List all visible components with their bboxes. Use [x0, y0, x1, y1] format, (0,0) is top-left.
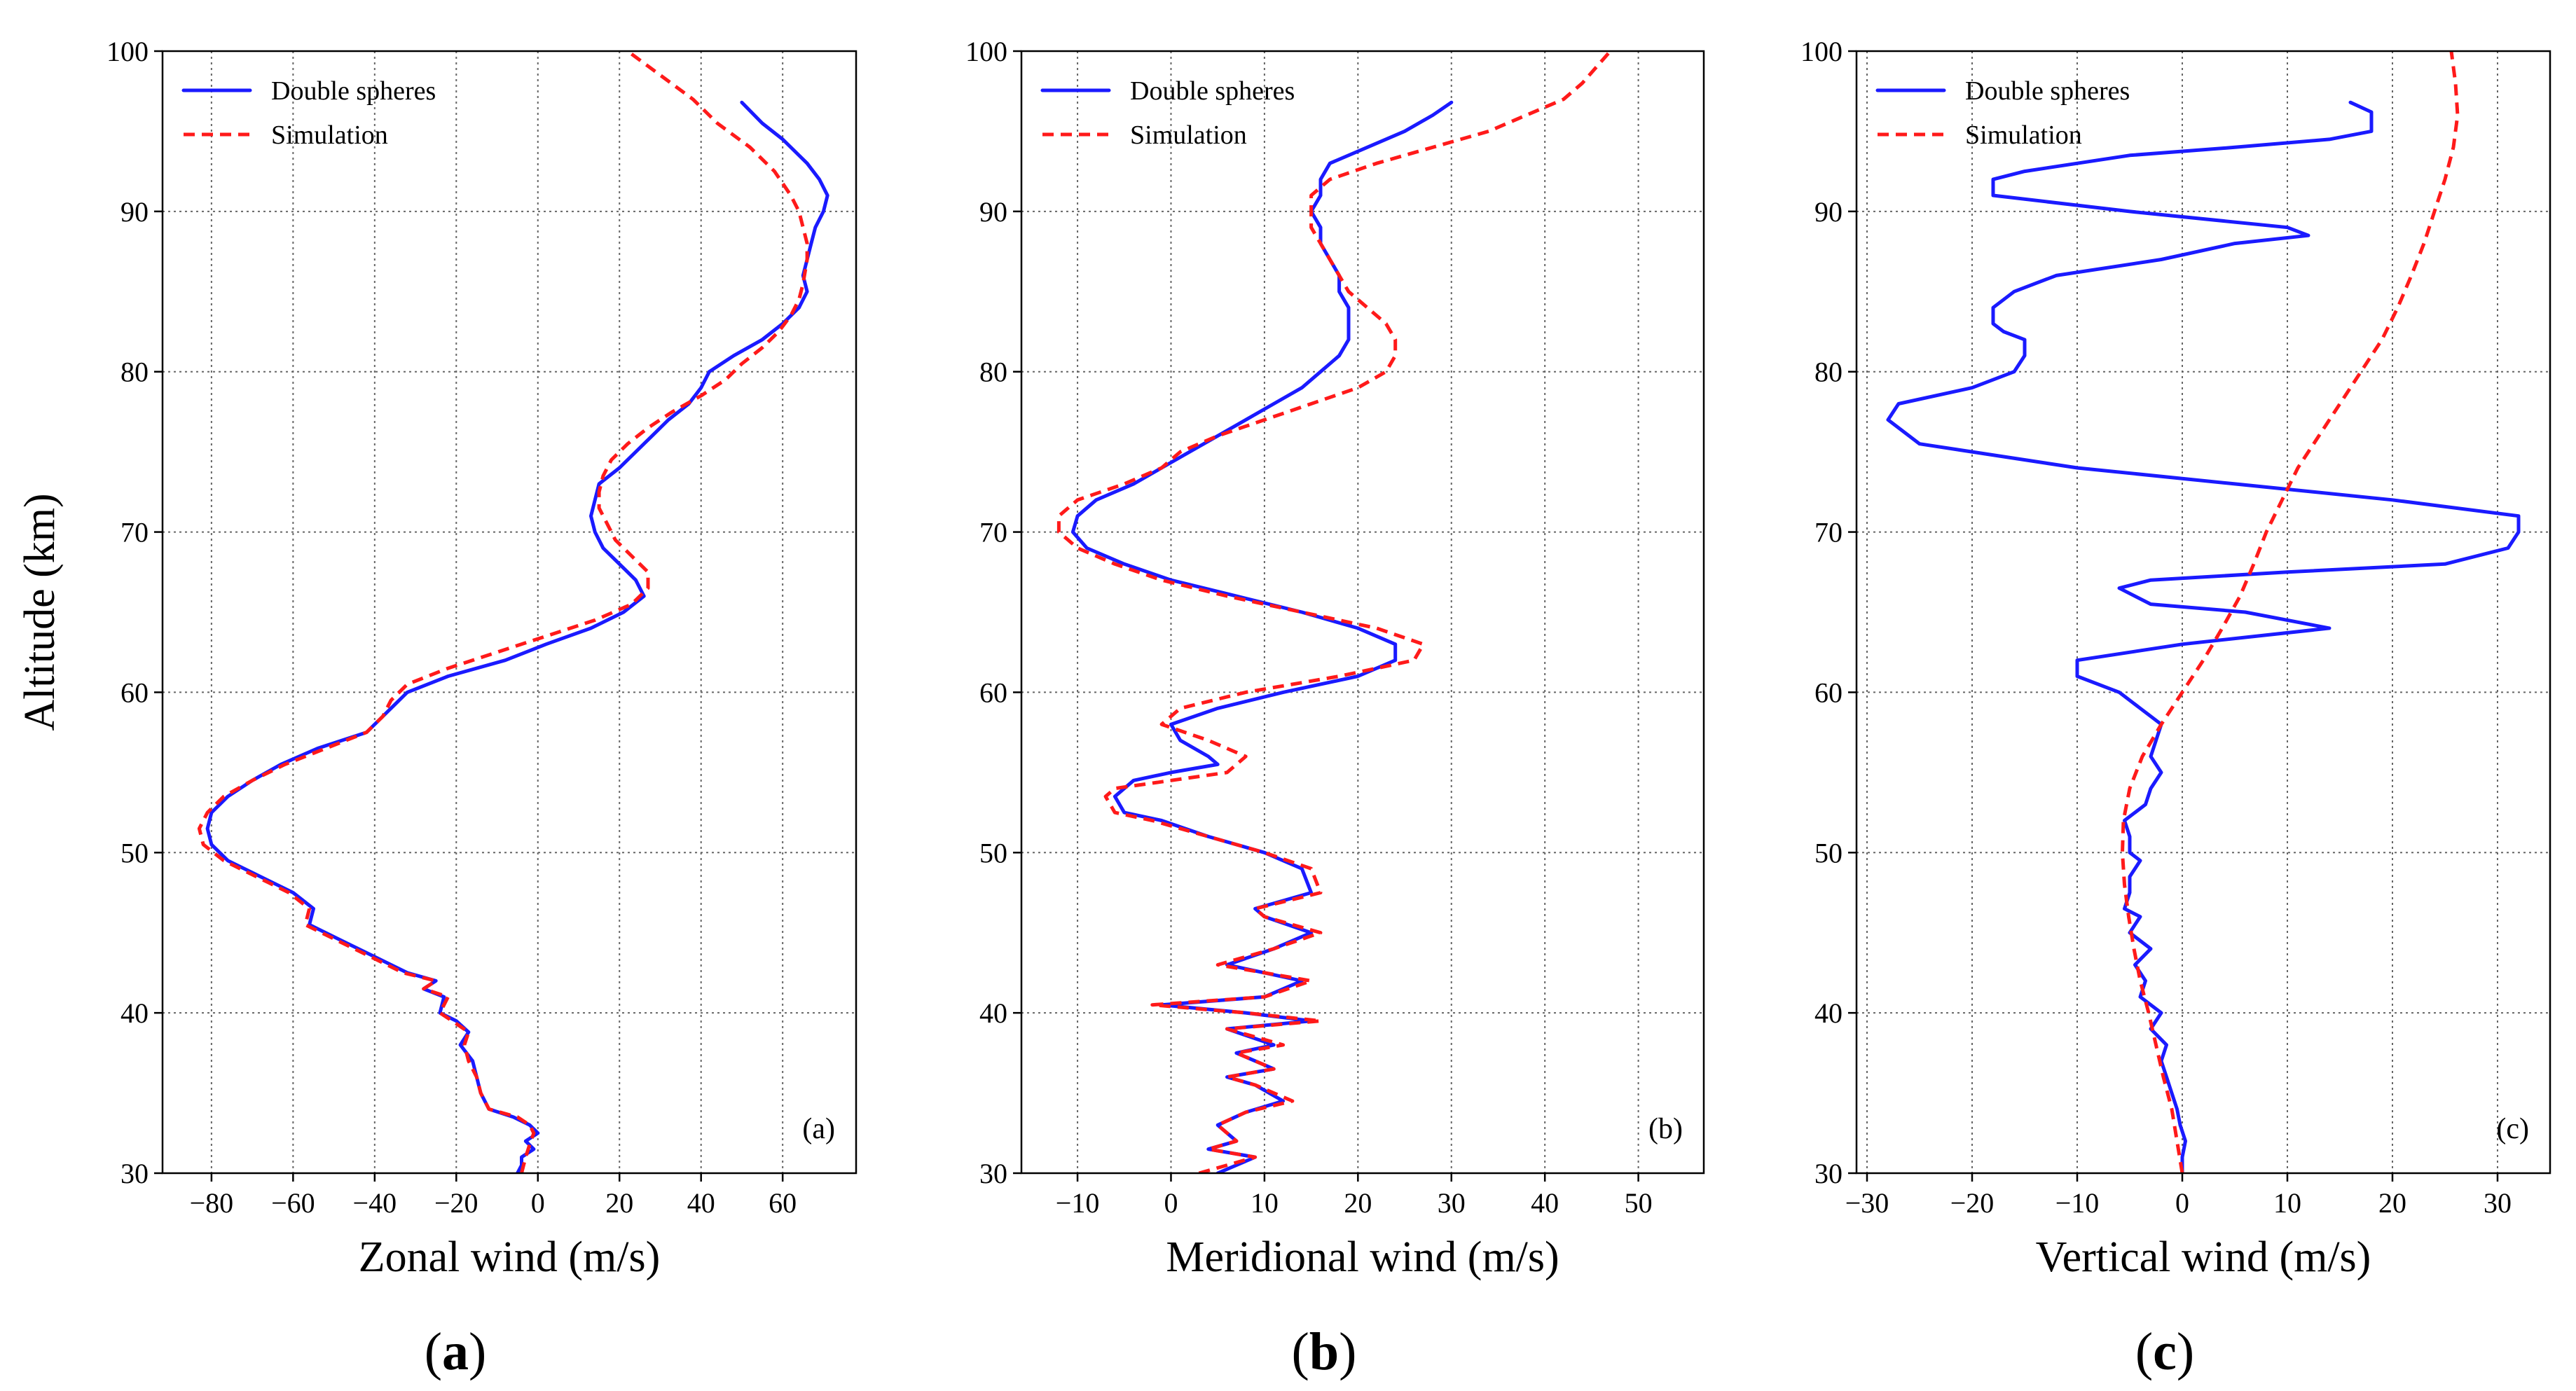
x-tick-label: 20: [2378, 1187, 2406, 1219]
y-tick-label: 60: [1814, 677, 1843, 708]
y-tick-label: 30: [120, 1158, 149, 1189]
x-tick-label: 30: [1438, 1187, 1466, 1219]
y-tick-label: 70: [979, 517, 1007, 548]
x-tick-label: −60: [271, 1187, 315, 1219]
panel-tag: (b): [1648, 1113, 1683, 1145]
y-tick-label: 90: [979, 196, 1007, 228]
y-tick-label: 40: [1814, 997, 1843, 1029]
x-tick-label: −30: [1845, 1187, 1889, 1219]
y-tick-label: 100: [1800, 36, 1843, 67]
x-tick-label: −10: [2055, 1187, 2100, 1219]
caption-open: (: [425, 1322, 442, 1381]
y-tick-label: 90: [120, 196, 149, 228]
series-double-spheres-line: [1070, 100, 1454, 1173]
x-axis-label: Meridional wind (m/s): [1166, 1233, 1559, 1281]
x-tick-label: 50: [1625, 1187, 1653, 1219]
y-tick-label: 80: [1814, 357, 1843, 388]
panel-1: −80 −60 −40 −20 0 20 40 60 30 40 50 60 70 80 90 100 Zona…: [16, 36, 857, 1381]
x-tick-label: 0: [1164, 1187, 1178, 1219]
series-simulation-line: [2121, 51, 2460, 1173]
panel-caption: (c): [2135, 1322, 2194, 1381]
x-tick-label: −40: [353, 1187, 397, 1219]
y-tick-label: 80: [120, 357, 149, 388]
legend-label: Simulation: [1130, 120, 1247, 150]
panel-2: −10 0 10 20 30 40 50 30 40 50 60 70 80 90 100 Meridiona…: [965, 36, 1705, 1381]
legend: Double spheres Simulation: [1875, 76, 2130, 150]
panel-3: −30 −20 −10 0 10 20 30 30 40 50 60 70 80 90 100 Vertica…: [1800, 36, 2551, 1381]
x-tick-label: −20: [1950, 1187, 1995, 1219]
x-tick-label: 60: [769, 1187, 797, 1219]
x-axis-label: Zonal wind (m/s): [359, 1233, 661, 1281]
x-axis-label: Vertical wind (m/s): [2036, 1233, 2371, 1281]
series-double-spheres-line: [1886, 100, 2521, 1173]
x-tick-label: 20: [605, 1187, 633, 1219]
caption-close: ): [469, 1322, 486, 1381]
y-tick-label: 40: [120, 997, 149, 1029]
caption-letter: b: [1309, 1322, 1339, 1381]
y-tick-label: 100: [965, 36, 1007, 67]
legend: Double spheres Simulation: [181, 76, 436, 150]
caption-open: (: [2135, 1322, 2153, 1381]
y-tick-label: 40: [979, 997, 1007, 1029]
x-tick-label: −10: [1056, 1187, 1100, 1219]
x-tick-label: 0: [531, 1187, 545, 1219]
caption-close: ): [1339, 1322, 1356, 1381]
y-tick-label: 30: [979, 1158, 1007, 1189]
legend-label: Double spheres: [1965, 76, 2130, 106]
plot-frame: [1855, 50, 2551, 1175]
panel-tag: (c): [2496, 1113, 2529, 1145]
y-tick-label: 60: [979, 677, 1007, 708]
series-simulation-line: [197, 51, 809, 1173]
y-tick-label: 100: [106, 36, 149, 67]
y-tick-label: 50: [979, 837, 1007, 868]
y-tick-label: 90: [1814, 196, 1843, 228]
legend-label: Double spheres: [1130, 76, 1295, 106]
panel-caption: (b): [1292, 1322, 1357, 1381]
y-tick-label: 70: [1814, 517, 1843, 548]
panel-caption: (a): [425, 1322, 487, 1381]
legend-label: Simulation: [1965, 120, 2082, 150]
caption-close: ): [2177, 1322, 2194, 1381]
x-tick-label: −20: [434, 1187, 478, 1219]
x-tick-label: 30: [2484, 1187, 2512, 1219]
plot-frame: [161, 50, 857, 1175]
series-double-spheres-line: [205, 100, 829, 1173]
legend: Double spheres Simulation: [1040, 76, 1295, 150]
panel-tag: (a): [802, 1113, 835, 1145]
x-tick-label: −80: [190, 1187, 234, 1219]
caption-open: (: [1292, 1322, 1309, 1381]
y-tick-label: 80: [979, 357, 1007, 388]
caption-letter: c: [2153, 1322, 2177, 1381]
series-simulation-line: [1056, 51, 1612, 1173]
y-tick-label: 50: [120, 837, 149, 868]
y-tick-label: 70: [120, 517, 149, 548]
y-tick-label: 30: [1814, 1158, 1843, 1189]
y-tick-label: 60: [120, 677, 149, 708]
caption-letter: a: [442, 1322, 469, 1381]
x-tick-label: 10: [1251, 1187, 1279, 1219]
x-tick-label: 20: [1344, 1187, 1372, 1219]
x-tick-label: 0: [2175, 1187, 2189, 1219]
x-tick-label: 40: [687, 1187, 715, 1219]
legend-label: Double spheres: [271, 76, 436, 106]
plot-frame: [1020, 50, 1705, 1175]
y-axis-label: Altitude (km): [16, 493, 64, 731]
y-tick-label: 50: [1814, 837, 1843, 868]
legend-label: Simulation: [271, 120, 388, 150]
x-tick-label: 10: [2273, 1187, 2301, 1219]
x-tick-label: 40: [1531, 1187, 1559, 1219]
